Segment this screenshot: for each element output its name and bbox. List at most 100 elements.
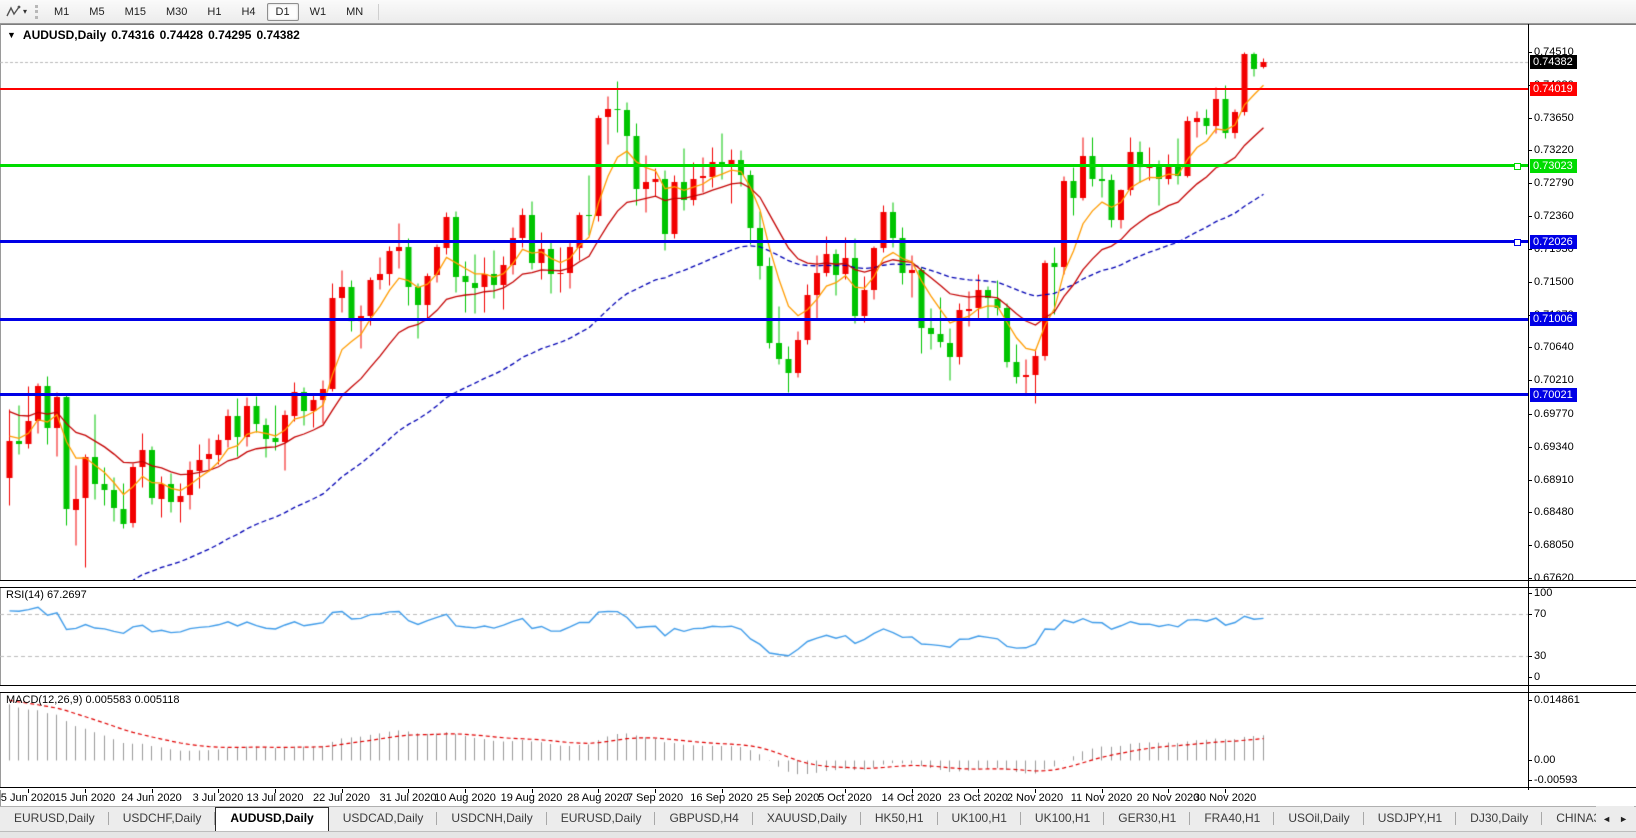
tab-scroll-left-icon[interactable]: ◄ — [1602, 813, 1612, 824]
timeframe-button-m1[interactable]: M1 — [54, 5, 70, 18]
timeframe-button-d1[interactable]: D1 — [266, 2, 299, 21]
price-axis-tick — [1528, 447, 1532, 448]
dropdown-caret-icon[interactable]: ▾ — [23, 7, 28, 16]
time-axis-tick — [598, 789, 599, 793]
time-axis-label: 5 Oct 2020 — [818, 792, 872, 804]
time-axis-tick — [1225, 789, 1226, 793]
tab-dj30-daily[interactable]: DJ30,Daily — [1456, 807, 1543, 832]
macd-axis-tick — [1528, 700, 1532, 701]
tab-usdjpy-h1[interactable]: USDJPY,H1 — [1364, 807, 1457, 832]
tab-usdcad-daily[interactable]: USDCAD,Daily — [329, 807, 438, 832]
price-axis-label: 0.69770 — [1534, 408, 1574, 420]
price-chart-canvas[interactable] — [0, 42, 1528, 580]
tab-eurusd-daily[interactable]: EURUSD,Daily — [0, 807, 109, 832]
tab-gbpusd-h4[interactable]: GBPUSD,H4 — [655, 807, 754, 832]
chart-cursor-icon[interactable] — [4, 4, 22, 20]
rsi-axis-label: 30 — [1534, 650, 1547, 662]
timeframe-button-h4[interactable]: H4 — [241, 5, 256, 18]
time-axis-tick — [408, 789, 409, 793]
price-axis-tick — [1528, 545, 1532, 546]
price-axis-label: 0.73220 — [1534, 144, 1574, 156]
timeframe-button-mn[interactable]: MN — [346, 5, 364, 18]
rsi-label: RSI(14) 67.2697 — [6, 589, 87, 601]
level-price-label: 0.71006 — [1530, 312, 1577, 326]
timeframe-buttons: M1 M5 M15 M30 H1 H4 D1 W1 MN — [44, 2, 373, 21]
time-axis-label: 23 Oct 2020 — [948, 792, 1008, 804]
ohlc-open: 0.74316 — [111, 28, 155, 42]
level-price-label: 0.70021 — [1530, 388, 1577, 402]
price-axis-label: 0.69340 — [1534, 441, 1574, 453]
tab-usoil-daily[interactable]: USOil,Daily — [1274, 807, 1365, 832]
horizontal-level-line[interactable] — [0, 164, 1528, 167]
tab-uk100-h1[interactable]: UK100,H1 — [1021, 807, 1105, 832]
horizontal-level-line[interactable] — [0, 318, 1528, 321]
time-axis-tick — [1101, 789, 1103, 793]
level-price-label: 0.74019 — [1530, 82, 1577, 96]
time-axis-label: 30 Nov 2020 — [1193, 792, 1257, 804]
toolbar-drag-handle[interactable] — [35, 4, 39, 19]
macd-canvas[interactable] — [0, 691, 1528, 786]
level-price-label: 0.73023 — [1530, 159, 1577, 173]
bottom-strip — [0, 831, 1636, 838]
line-handle[interactable] — [1514, 239, 1521, 246]
tab-eurusd-daily[interactable]: EURUSD,Daily — [547, 807, 656, 832]
price-axis-label: 0.71500 — [1534, 276, 1574, 288]
timeframe-button-w1[interactable]: W1 — [309, 5, 327, 18]
tab-ger30-h1[interactable]: GER30,H1 — [1104, 807, 1191, 832]
time-axis-tick — [1168, 789, 1169, 793]
horizontal-level-line[interactable] — [0, 240, 1528, 243]
horizontal-level-line[interactable] — [0, 393, 1528, 396]
time-axis-tick — [1035, 789, 1036, 793]
price-axis-label: 0.70210 — [1534, 374, 1574, 386]
time-axis-tick — [151, 789, 153, 793]
price-axis-tick — [1528, 347, 1532, 348]
time-axis-label: 2 Nov 2020 — [1006, 792, 1064, 804]
macd-label: MACD(12,26,9) 0.005583 0.005118 — [6, 694, 180, 706]
price-axis-label: 0.68480 — [1534, 506, 1574, 518]
timeframe-button-h1[interactable]: H1 — [207, 5, 222, 18]
tab-scroll-right-icon[interactable]: ► — [1619, 813, 1628, 824]
price-axis-label: 0.67620 — [1534, 572, 1574, 584]
tab-hk50-h1[interactable]: HK50,H1 — [861, 807, 938, 832]
rsi-axis-tick — [1528, 614, 1532, 615]
macd-axis-tick — [1528, 760, 1532, 761]
ohlc-close: 0.74382 — [256, 28, 300, 42]
price-axis-tick — [1528, 52, 1532, 53]
timeframe-button-m30[interactable]: M30 — [165, 5, 188, 18]
tab-scroll-arrows: ◄ ► — [1596, 806, 1634, 831]
time-axis-tick — [788, 789, 789, 793]
time-axis-label: 20 Nov 2020 — [1136, 792, 1200, 804]
time-axis-label: 5 Jun 2020 — [0, 792, 56, 804]
tab-usdchf-daily[interactable]: USDCHF,Daily — [109, 807, 216, 832]
price-axis-label: 0.72790 — [1534, 177, 1574, 189]
tab-audusd-daily[interactable]: AUDUSD,Daily — [215, 807, 329, 832]
toolbar-separator — [378, 3, 380, 20]
rsi-axis-label: 100 — [1534, 587, 1553, 599]
time-axis-tick — [341, 789, 343, 793]
tab-xauusd-daily[interactable]: XAUUSD,Daily — [753, 807, 861, 832]
price-axis-tick — [1528, 150, 1532, 151]
tab-usdcnh-daily[interactable]: USDCNH,Daily — [437, 807, 548, 832]
price-axis-tick — [1528, 216, 1532, 217]
price-axis-label: 0.68050 — [1534, 539, 1574, 551]
price-axis-line[interactable] — [1528, 24, 1529, 790]
macd-axis-label: -0.00593 — [1534, 774, 1578, 786]
collapse-arrow-icon[interactable]: ▼ — [7, 30, 16, 40]
timeframe-button-m15[interactable]: M15 — [124, 5, 146, 18]
timeframe-button-m5[interactable]: M5 — [89, 5, 105, 18]
time-axis-label: 19 Aug 2020 — [500, 792, 563, 804]
horizontal-level-line[interactable] — [0, 88, 1528, 90]
time-axis-label: 14 Oct 2020 — [881, 792, 942, 804]
tab-fra40-h1[interactable]: FRA40,H1 — [1190, 807, 1275, 832]
time-axis-tick — [978, 789, 979, 793]
time-axis-tick — [465, 789, 466, 793]
tab-uk100-h1[interactable]: UK100,H1 — [938, 807, 1022, 832]
time-axis-label: 16 Sep 2020 — [690, 792, 753, 804]
time-axis-tick — [845, 789, 846, 793]
rsi-canvas[interactable] — [0, 586, 1528, 685]
price-axis-tick — [1528, 480, 1532, 481]
time-axis-tick — [85, 789, 86, 793]
time-axis-label: 25 Sep 2020 — [756, 792, 820, 804]
time-axis-tick — [911, 789, 913, 793]
line-handle[interactable] — [1514, 163, 1521, 170]
